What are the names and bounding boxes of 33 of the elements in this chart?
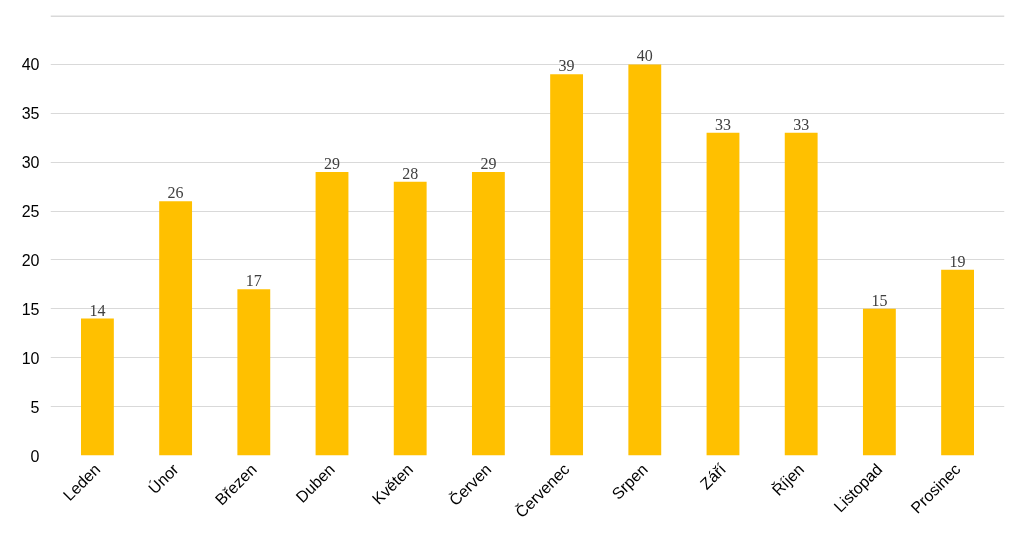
y-tick-label: 25 [21,203,40,221]
y-tick-label: 5 [30,398,40,416]
bar [471,171,505,456]
y-tick-label: 40 [21,56,40,74]
data-label: 40 [636,47,653,65]
bar [159,201,193,456]
y-tick-label: 15 [21,300,40,318]
y-tick-label: 10 [21,349,40,367]
data-label: 15 [871,291,888,309]
data-label: 19 [949,252,966,270]
data-label: 33 [793,115,810,133]
bar [81,318,114,456]
data-label: 26 [167,184,184,202]
data-label: 17 [245,272,262,290]
bar [706,132,740,456]
bar [237,289,271,456]
data-label: 33 [714,115,731,133]
data-label: 39 [558,57,575,75]
data-label: 14 [89,301,106,319]
data-label: 29 [324,154,341,172]
y-tick-label: 0 [30,447,40,465]
bar [393,181,427,456]
bar [628,64,662,456]
data-label: 28 [402,164,419,182]
bar [315,171,349,456]
bar [941,269,974,456]
bar [784,132,818,456]
y-tick-label: 20 [21,251,40,269]
y-tick-label: 35 [21,105,40,123]
bar [862,308,896,456]
bar [550,74,584,456]
y-tick-label: 30 [21,154,40,172]
data-label: 29 [480,154,497,172]
